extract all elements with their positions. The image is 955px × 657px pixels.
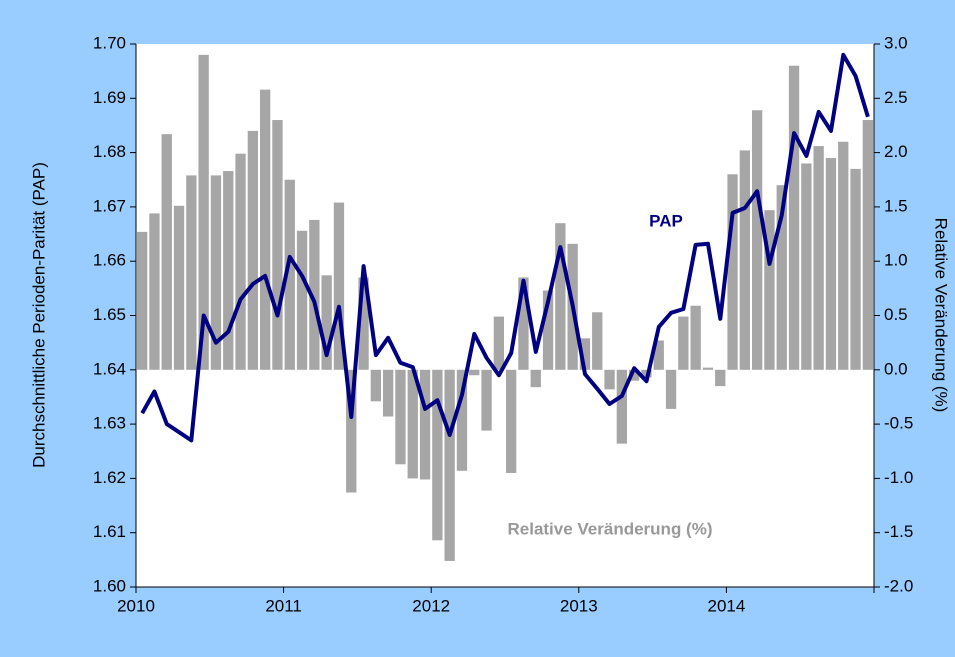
bar — [198, 54, 209, 370]
bar — [702, 367, 714, 370]
bar — [432, 369, 443, 541]
bar — [407, 369, 418, 479]
bar — [161, 134, 172, 370]
bar — [395, 369, 406, 465]
y2-tick-label: -1.0 — [884, 468, 913, 487]
bar — [223, 171, 234, 370]
x-tick-label: 2011 — [265, 596, 302, 615]
bar — [665, 369, 677, 409]
y-tick-label: 1.62 — [93, 468, 126, 487]
bar — [419, 369, 431, 480]
bar — [629, 369, 640, 381]
bar — [149, 213, 160, 370]
bar — [284, 179, 295, 370]
bar — [530, 369, 541, 388]
y-tick-label: 1.67 — [93, 196, 126, 215]
x-tick-label: 2010 — [117, 596, 155, 615]
line — [140, 52, 870, 443]
bar — [173, 205, 185, 370]
bar — [579, 338, 591, 370]
bar — [604, 369, 615, 390]
plot-area — [136, 44, 874, 587]
y2-tick-label: 3.0 — [884, 33, 908, 52]
bar — [346, 369, 357, 493]
bar — [825, 158, 837, 370]
series-label: Relative Veränderung (%) — [507, 519, 712, 538]
bar — [481, 369, 492, 431]
bar — [592, 312, 603, 370]
bar — [862, 120, 873, 370]
bar — [333, 202, 345, 370]
bar — [383, 369, 394, 417]
y-axis-title: Durchschnittliche Perioden-Parität (PAP) — [29, 162, 48, 468]
y2-tick-label: 0.5 — [884, 305, 908, 324]
bar — [186, 175, 197, 370]
bar — [358, 277, 369, 370]
bar — [321, 275, 332, 370]
y2-tick-label: 1.0 — [884, 251, 908, 270]
y2-tick-label: -1.5 — [884, 522, 913, 541]
bar — [776, 185, 787, 370]
bar — [678, 316, 689, 370]
bar — [493, 316, 504, 370]
bar — [727, 174, 738, 370]
bar — [272, 120, 283, 370]
bar — [690, 305, 701, 370]
y2-tick-label: 2.5 — [884, 88, 908, 107]
bar — [137, 231, 148, 370]
bar — [469, 369, 480, 376]
y-tick-label: 1.68 — [93, 142, 126, 161]
x-tick-label: 2013 — [560, 596, 598, 615]
bar — [616, 369, 627, 444]
bar — [309, 219, 320, 370]
y2-axis-title: Relative Veränderung (%) — [932, 218, 951, 413]
bar — [752, 110, 763, 370]
bar — [801, 163, 812, 370]
y2-tick-label: -0.5 — [884, 414, 913, 433]
y2-tick-label: 0.0 — [884, 359, 908, 378]
bar — [518, 277, 529, 370]
y-tick-label: 1.64 — [93, 359, 126, 378]
x-tick-label: 2012 — [412, 596, 450, 615]
bar — [506, 369, 517, 473]
bar — [370, 369, 381, 402]
bar — [456, 369, 468, 471]
y-tick-label: 1.63 — [93, 414, 126, 433]
bar — [715, 369, 726, 387]
y-tick-label: 1.60 — [93, 576, 126, 595]
y-tick-label: 1.69 — [93, 88, 126, 107]
x-tick-label: 2014 — [707, 596, 745, 615]
y-tick-label: 1.61 — [93, 522, 126, 541]
bar — [210, 175, 222, 370]
bar — [813, 146, 824, 370]
bar — [739, 150, 750, 370]
bar — [235, 153, 246, 370]
y-tick-label: 1.65 — [93, 305, 126, 324]
y2-tick-label: -2.0 — [884, 576, 913, 595]
bar — [838, 141, 849, 370]
series-label: PAP — [649, 211, 683, 230]
y-tick-label: 1.70 — [93, 33, 126, 52]
y-tick-label: 1.66 — [93, 251, 126, 270]
bar — [260, 89, 271, 370]
bar — [296, 230, 308, 370]
bar — [850, 168, 861, 370]
bar — [444, 369, 455, 561]
y2-tick-label: 1.5 — [884, 196, 908, 215]
y2-tick-label: 2.0 — [884, 142, 908, 161]
bar — [788, 65, 800, 370]
bar — [542, 290, 554, 370]
bar — [555, 223, 566, 370]
bar — [764, 210, 775, 370]
bar — [247, 130, 258, 370]
bar — [653, 340, 664, 370]
